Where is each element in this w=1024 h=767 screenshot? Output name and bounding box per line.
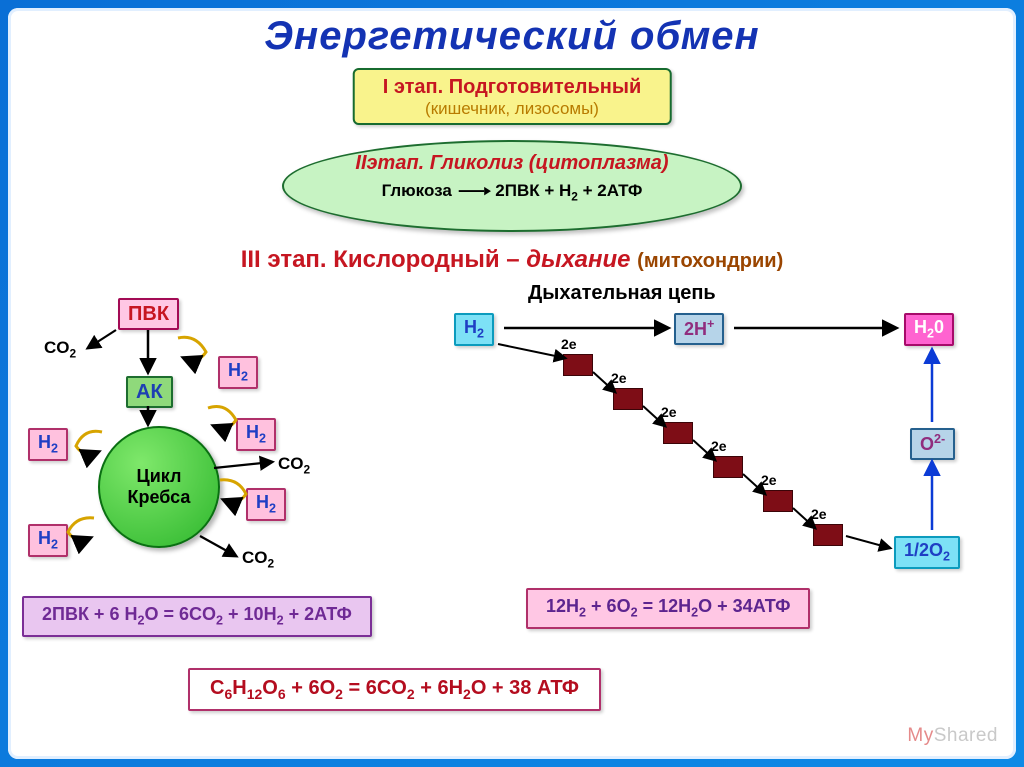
stage2-eq-left: Глюкоза (382, 181, 452, 200)
electron-carrier (663, 422, 693, 444)
stage2-ellipse: IIэтап. Гликолиз (цитоплазма) Глюкоза 2П… (282, 140, 742, 232)
krebs-l2: Кребса (128, 487, 191, 507)
arrow-right-icon (457, 186, 491, 196)
stage1-title: I этап. Подготовительный (383, 76, 642, 99)
chain-half-o2: 1/2O2 (894, 536, 960, 569)
co2-label-3: CO2 (242, 548, 274, 570)
h2-box-1: H2 (218, 356, 258, 389)
stage2-equation: Глюкоза 2ПВК + H2 + 2АТФ (284, 181, 740, 203)
stage3-t3: (митохондрии) (637, 250, 783, 272)
stage1-box: I этап. Подготовительный (кишечник, лизо… (353, 68, 672, 125)
chain-o2minus: O2- (910, 428, 955, 460)
h2-box-5: H2 (28, 524, 68, 557)
co2-label-2: CO2 (278, 454, 310, 476)
electron-label: 2e (661, 404, 677, 420)
watermark-a: My (907, 725, 933, 746)
electron-carrier (763, 490, 793, 512)
stage3-t2: дыхание (526, 246, 637, 273)
chain-2hplus: 2H+ (674, 313, 724, 345)
slide-canvas: Энергетический обмен I этап. Подготовите… (8, 8, 1016, 759)
pvk-box: ПВК (118, 298, 179, 330)
electron-label: 2e (611, 370, 627, 386)
electron-label: 2e (561, 336, 577, 352)
stage2-eq-right: 2ПВК + H2 + 2АТФ (495, 181, 642, 200)
h2-box-4: H2 (28, 428, 68, 461)
h2-box-3: H2 (246, 488, 286, 521)
electron-carrier (813, 524, 843, 546)
stage2-title: IIэтап. Гликолиз (цитоплазма) (284, 152, 740, 175)
co2-label-1: CO2 (44, 338, 76, 360)
electron-carrier (613, 388, 643, 410)
main-title: Энергетический обмен (8, 14, 1016, 59)
chain-h2o: H20 (904, 313, 954, 346)
chain-title: Дыхательная цепь (528, 282, 716, 305)
watermark: MyShared (907, 725, 998, 747)
krebs-l1: Цикл (137, 466, 182, 486)
electron-label: 2e (711, 438, 727, 454)
electron-carrier (713, 456, 743, 478)
stage1-sub: (кишечник, лизосомы) (383, 99, 642, 119)
stage3-t1: III этап. Кислородный – (241, 246, 527, 273)
electron-label: 2e (811, 506, 827, 522)
stage3-title: III этап. Кислородный – дыхание (митохон… (8, 246, 1016, 274)
final-equation: C6H12O6 + 6O2 = 6CO2 + 6H2O + 38 АТФ (188, 668, 601, 711)
chain-equation: 12H2 + 6O2 = 12H2O + 34АТФ (526, 588, 810, 629)
krebs-circle: Цикл Кребса (98, 426, 220, 548)
electron-label: 2e (761, 472, 777, 488)
krebs-equation: 2ПВК + 6 H2O = 6CO2 + 10H2 + 2АТФ (22, 596, 372, 637)
electron-carrier (563, 354, 593, 376)
watermark-b: Shared (934, 725, 998, 746)
chain-h2: H2 (454, 313, 494, 346)
h2-box-2: H2 (236, 418, 276, 451)
ak-box: АК (126, 376, 173, 408)
